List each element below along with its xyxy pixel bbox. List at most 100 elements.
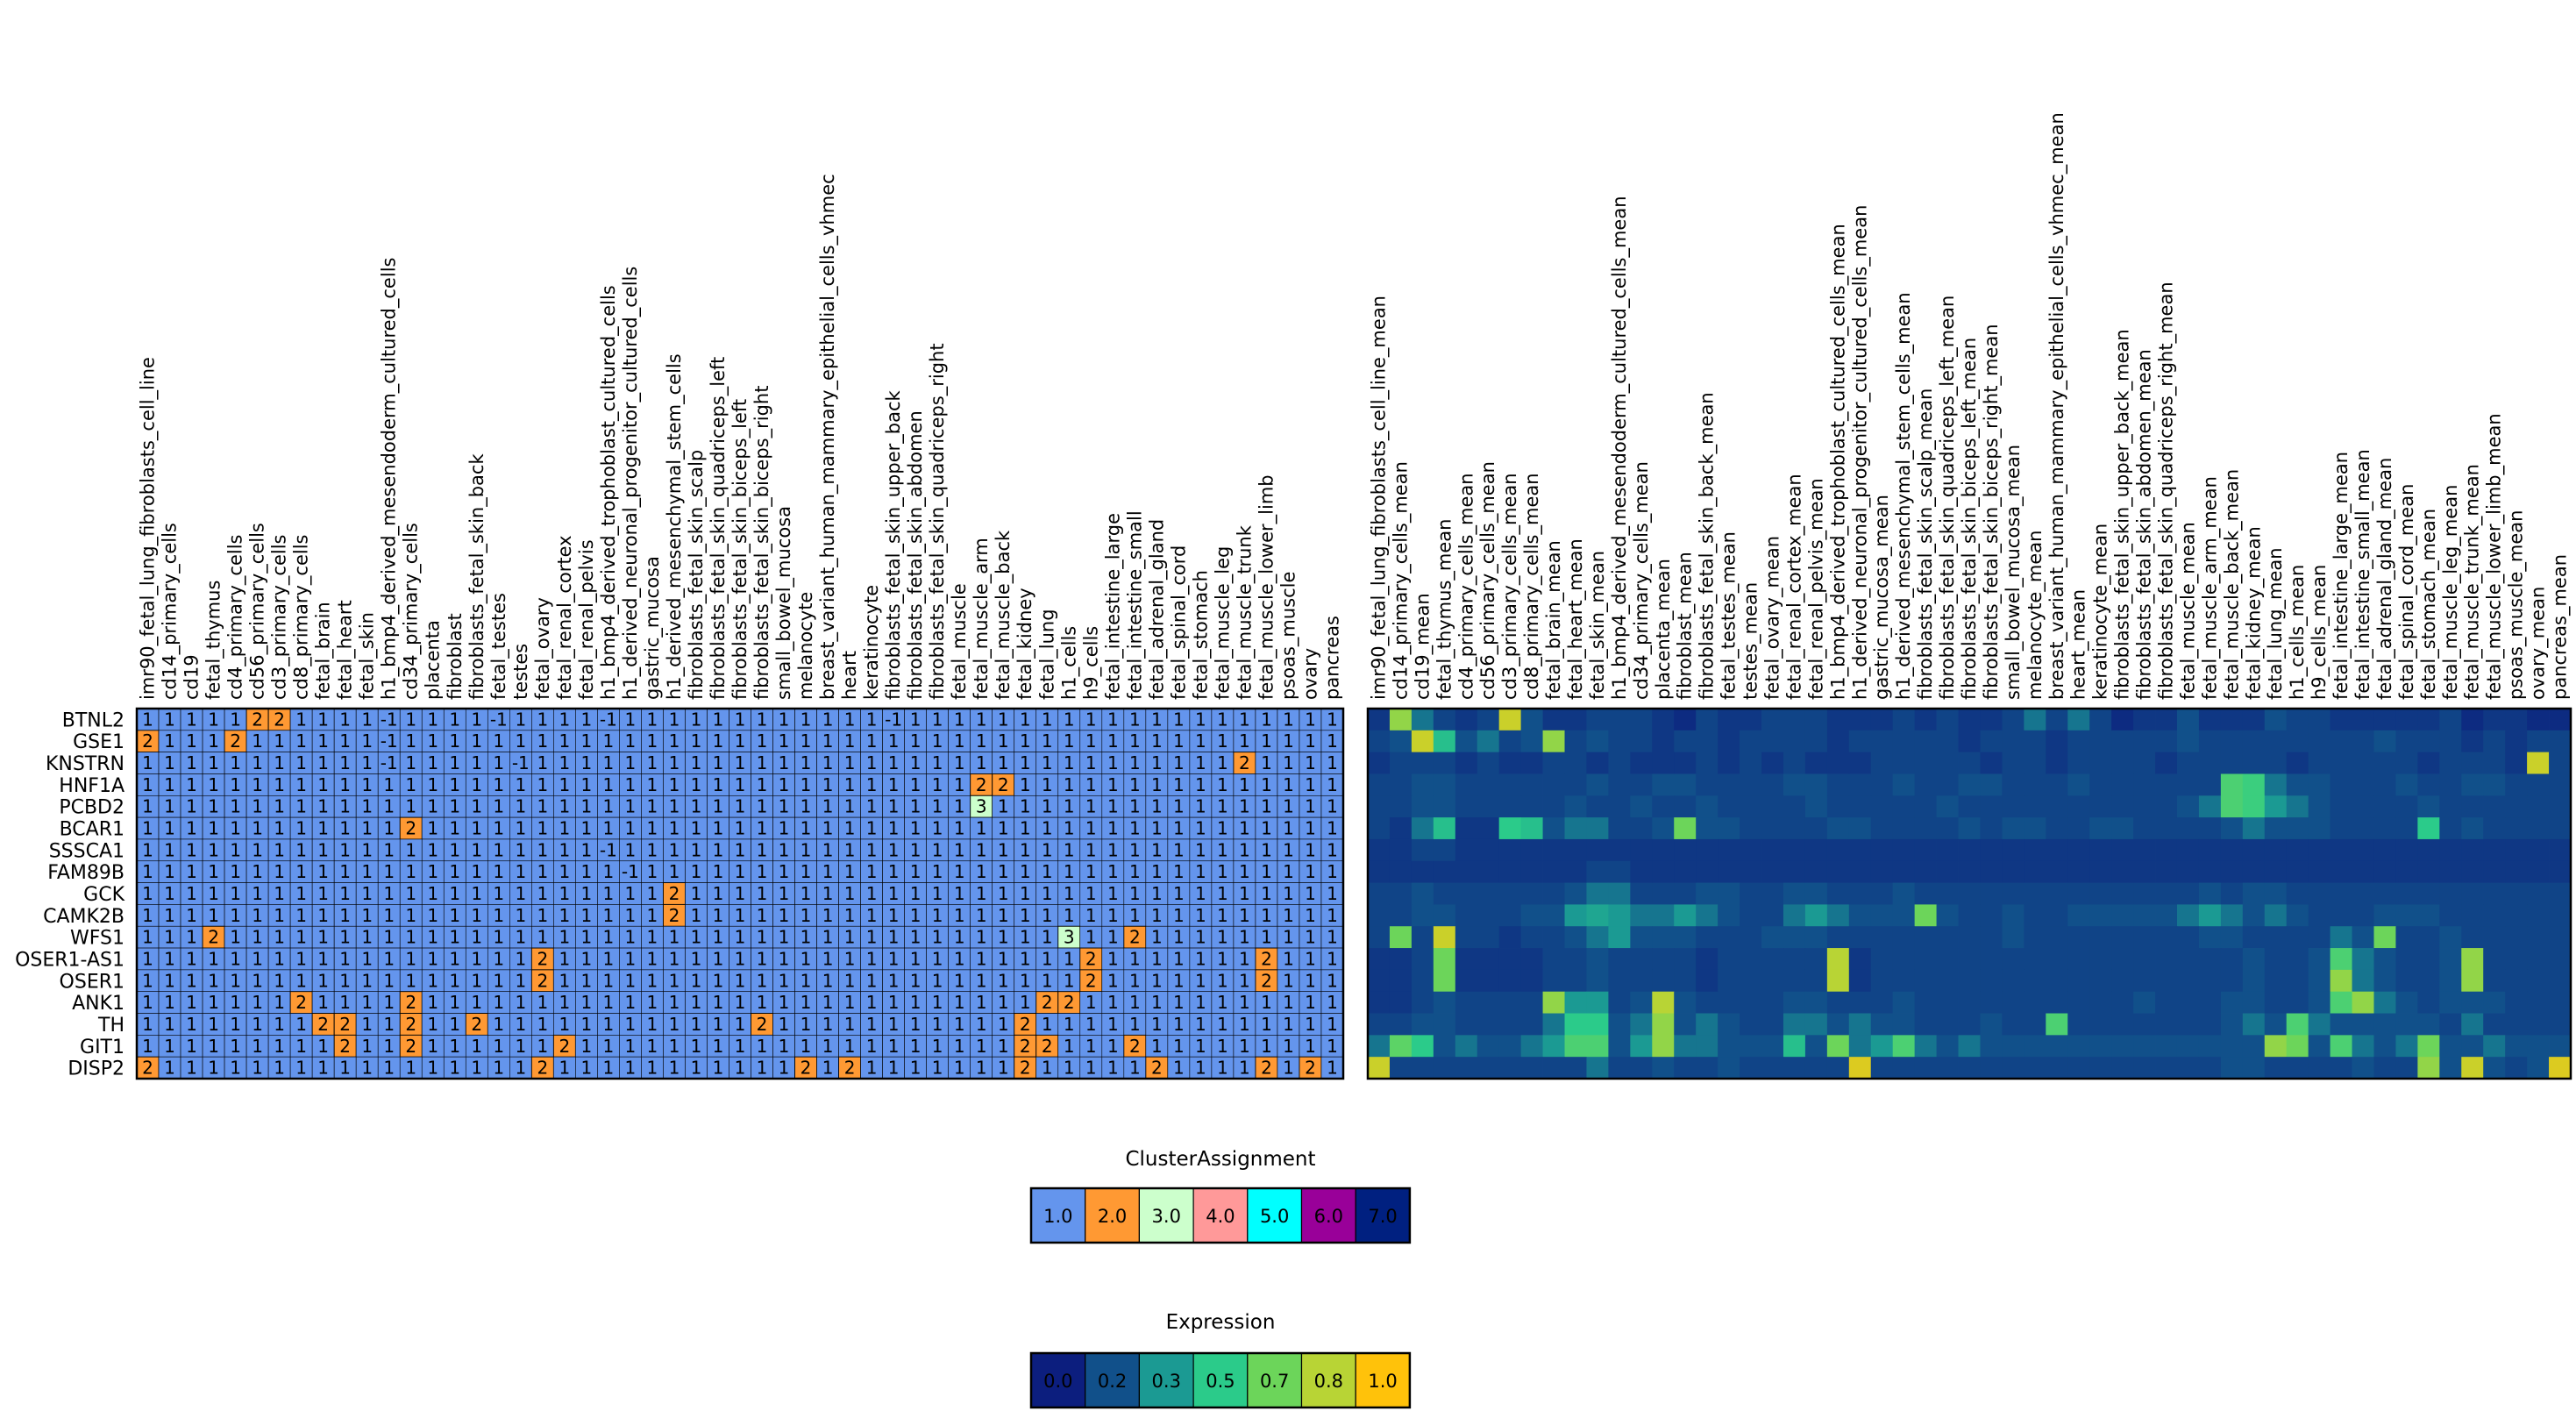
cluster-cell-label: 1 — [142, 1036, 153, 1057]
column-label: fetal_muscle_trunk — [1234, 524, 1256, 700]
expression-cell — [1740, 948, 1762, 971]
cluster-cell-label: 1 — [713, 948, 724, 969]
cluster-cell-label: 1 — [779, 927, 790, 948]
cluster-cell-label: 1 — [1195, 818, 1206, 839]
expression-cell — [1542, 1013, 1565, 1036]
expression-cell — [1411, 730, 1434, 753]
cluster-cell — [926, 882, 949, 905]
expression-cell — [2155, 773, 2178, 796]
cluster-cell-label: 1 — [1173, 730, 1185, 752]
expression-cell — [1980, 1013, 2003, 1036]
expression-cell — [2286, 752, 2309, 774]
cluster-cell — [1035, 860, 1059, 883]
expression-cell — [2308, 752, 2330, 774]
expression-cell — [2308, 882, 2330, 905]
cluster-cell-label: 1 — [735, 1036, 746, 1057]
expression-cell — [2549, 709, 2572, 731]
cluster-cell-label: 1 — [581, 774, 593, 795]
cluster-cell-label: 1 — [581, 905, 593, 926]
cluster-cell-label: 1 — [164, 861, 175, 882]
expression-cell — [2352, 709, 2374, 731]
column-label: h1_bmp4_derived_trophoblast_cultured_cel… — [598, 285, 620, 700]
expression-cell — [1804, 795, 1828, 818]
column-label: fibroblast_mean — [1675, 552, 1697, 700]
expression-cell — [1411, 904, 1434, 927]
cluster-cell — [1255, 795, 1278, 818]
cluster-cell-label: 1 — [757, 774, 768, 795]
expression-cell — [1696, 860, 1719, 883]
cluster-cell-label: 1 — [1195, 774, 1206, 795]
cluster-cell-label: 1 — [1107, 905, 1119, 926]
cluster-cell — [399, 752, 423, 774]
expression-cell — [1892, 1057, 1916, 1080]
cluster-cell — [333, 816, 357, 840]
row-label: TH — [97, 1015, 125, 1037]
cluster-cell-label: 1 — [625, 818, 637, 839]
expression-cell — [2220, 709, 2244, 731]
expression-cell — [1826, 752, 1850, 774]
column-label: fibroblasts_fetal_skin_biceps_right — [751, 386, 773, 700]
cluster-cell-label: 1 — [1327, 948, 1338, 969]
cluster-cell — [992, 752, 1015, 774]
expression-cell — [1980, 817, 2003, 840]
cluster-cell-label: 1 — [1085, 818, 1097, 839]
expression-cell — [2264, 969, 2288, 993]
cluster-cell-label: 1 — [581, 709, 593, 730]
cluster-cell — [772, 730, 795, 752]
expression-cell — [2308, 1035, 2330, 1058]
expression-cell — [2024, 838, 2046, 862]
cluster-cell-label: 1 — [1151, 774, 1163, 795]
cluster-cell-label: 1 — [537, 1014, 548, 1035]
expression-cell — [1761, 795, 1784, 818]
cluster-cell-label: 1 — [910, 927, 922, 948]
cluster-cell-label: 1 — [603, 752, 615, 773]
cluster-cell-label: 1 — [625, 796, 637, 817]
cluster-cell — [729, 773, 751, 796]
cluster-cell-label: -1 — [381, 752, 398, 773]
column-label: cd34_primary_cells — [401, 523, 423, 700]
cluster-cell — [180, 882, 203, 905]
cluster-cell — [685, 730, 708, 752]
expression-cell — [2527, 730, 2550, 753]
expression-cell — [2483, 969, 2506, 993]
cluster-cell-label: 1 — [625, 774, 637, 795]
cluster-cell-label: 2 — [757, 1014, 768, 1035]
cluster-cell — [1255, 904, 1278, 927]
cluster-cell-label: 1 — [1042, 927, 1053, 948]
column-label: fetal_ovary — [532, 597, 554, 700]
expression-cell — [1411, 969, 1434, 993]
cluster-cell-label: 1 — [427, 730, 438, 752]
expression-cell — [2264, 730, 2288, 753]
cluster-cell — [1079, 795, 1103, 818]
cluster-cell-label: 1 — [493, 796, 504, 817]
cluster-cell — [1320, 816, 1344, 840]
cluster-cell — [1233, 752, 1256, 774]
expression-cell — [1804, 948, 1828, 971]
cluster-cell-label: 1 — [230, 709, 241, 730]
cluster-cell — [377, 904, 401, 927]
expression-cell — [2024, 730, 2046, 753]
expression-cell — [2220, 752, 2244, 774]
cluster-cell-label: 1 — [779, 839, 790, 860]
expression-cell — [2024, 795, 2046, 818]
expression-cell — [1826, 991, 1850, 1014]
cluster-cell-label: 2 — [339, 1036, 351, 1057]
expression-cell — [2002, 991, 2025, 1014]
cluster-cell — [355, 730, 379, 752]
cluster-cell — [333, 882, 357, 905]
cluster-cell-label: 1 — [910, 905, 922, 926]
cluster-cell — [860, 773, 883, 796]
cluster-cell — [1014, 816, 1037, 840]
cluster-cell-label: 1 — [1327, 1058, 1338, 1079]
cluster-cell-label: 1 — [581, 1058, 593, 1079]
cluster-cell-label: 1 — [164, 1014, 175, 1035]
expression-cell — [2155, 838, 2178, 862]
expression-cell — [1783, 1035, 1806, 1058]
expression-cell — [1892, 1013, 1916, 1036]
expression-cell — [2527, 948, 2550, 971]
cluster-cell — [729, 882, 751, 905]
cluster-cell-label: 1 — [954, 752, 965, 773]
cluster-cell-label: 3 — [976, 796, 987, 817]
cluster-assignment-heatmap: 1 1 1 1 1 2 2 1 1 1 1 -1 1 1 1 1 -1 1 1 1 1 -1 1 1 1 1 1 1 1 1 1 1 1 1 -1 1… — [135, 707, 1345, 1080]
expression-cell — [1870, 882, 1894, 905]
